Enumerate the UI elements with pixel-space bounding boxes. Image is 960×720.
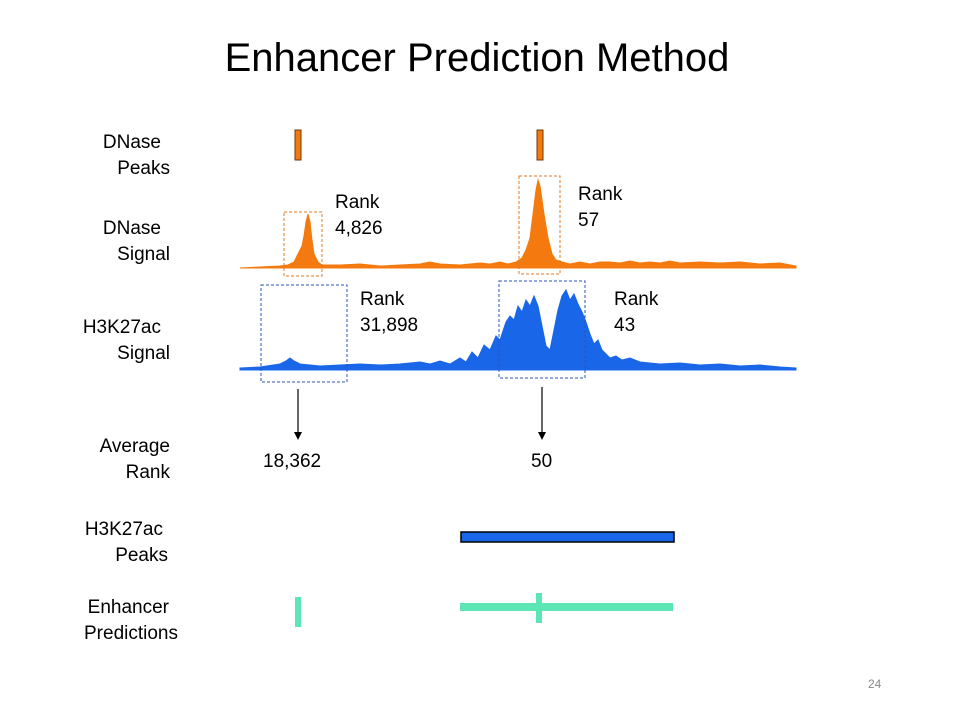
rank-h3k27ac-left: Rank 31,898	[360, 289, 419, 336]
page-number: 24	[868, 677, 882, 691]
dnase-box-right	[518, 175, 561, 275]
h3k27ac-box-left	[260, 284, 348, 383]
label-enhancer-predictions: Enhancer Predictions	[84, 597, 178, 644]
slide-title: Enhancer Prediction Method	[224, 36, 730, 80]
dnase-box-left	[283, 211, 323, 277]
label-average-rank: Average Rank	[99, 436, 170, 483]
dnase-peak-right	[536, 129, 544, 161]
label-h3k27ac-signal: H3K27ac Signal	[82, 317, 170, 364]
enhancer-prediction-left	[295, 597, 301, 627]
average-rank-right: 50	[531, 451, 553, 472]
label-dnase-peaks: DNase Peaks	[102, 132, 170, 179]
label-h3k27ac-peaks: H3K27ac Peaks	[84, 519, 168, 566]
enhancer-prediction-right-tick	[536, 593, 542, 623]
h3k27ac-peak-bar	[460, 531, 675, 543]
dnase-signal-track	[239, 178, 797, 269]
h3k27ac-box-right	[498, 280, 586, 379]
enhancer-prediction-right-bar	[460, 603, 673, 611]
rank-dnase-left: Rank 4,826	[335, 192, 383, 239]
label-dnase-signal: DNase Signal	[102, 218, 170, 265]
rank-h3k27ac-right: Rank 43	[614, 289, 659, 336]
average-rank-left: 18,362	[263, 451, 322, 472]
dnase-peak-left	[294, 129, 302, 161]
rank-dnase-right: Rank 57	[578, 184, 623, 231]
h3k27ac-signal-track	[239, 288, 797, 371]
